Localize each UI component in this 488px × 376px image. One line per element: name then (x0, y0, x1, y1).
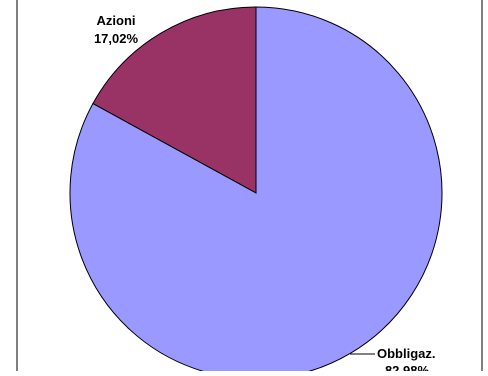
slice-label-obbligaz-value: 82,98% (385, 363, 430, 371)
pie-slice-azioni (92, 6, 257, 194)
slice-label-obbligaz-name: Obbligaz. (377, 346, 436, 361)
pie-labels: Azioni 17,02% Obbligaz. 82,98% (94, 13, 436, 376)
pie-slice-obbligaz (69, 6, 443, 376)
slice-label-azioni-value: 17,02% (94, 31, 139, 46)
slice-label-azioni-name: Azioni (97, 13, 136, 28)
pie-slices (69, 6, 443, 376)
